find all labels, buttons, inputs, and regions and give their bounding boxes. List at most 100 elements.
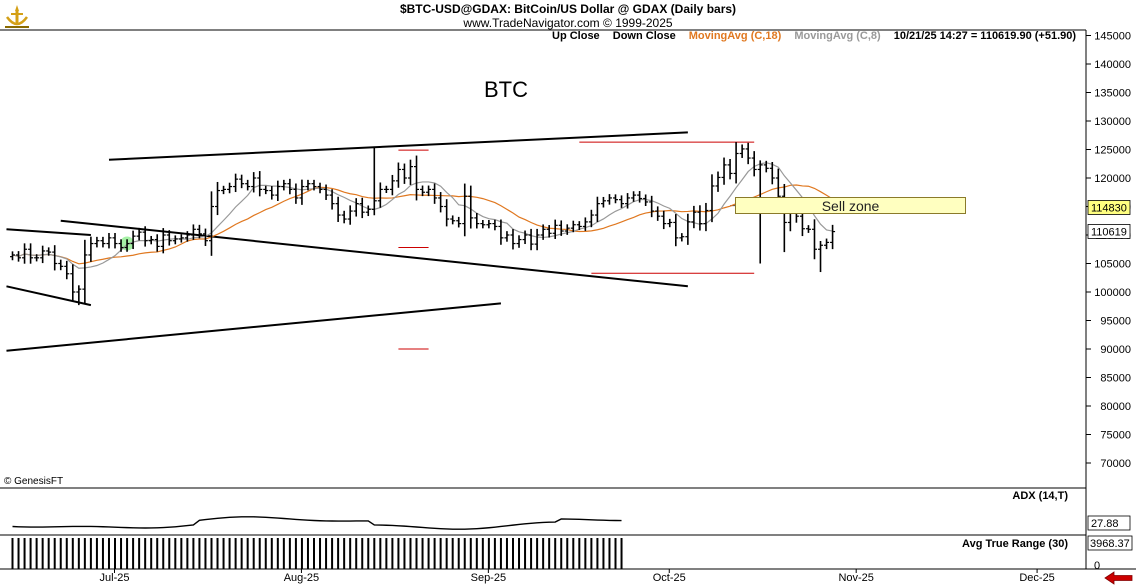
price-bar	[40, 245, 46, 264]
price-label-box	[1087, 224, 1131, 239]
trendline-3	[108, 131, 688, 161]
y-tick-label: 135000	[1094, 88, 1131, 100]
y-tick-label: 140000	[1094, 59, 1131, 71]
price-bar	[46, 247, 52, 256]
price-bar	[637, 191, 643, 203]
price-bar	[293, 183, 299, 204]
price-bar	[154, 234, 160, 252]
price-bar	[365, 205, 371, 217]
price-bar	[534, 228, 540, 251]
price-bar	[148, 235, 154, 245]
price-bar	[691, 205, 697, 229]
price-bar	[540, 224, 546, 240]
price-bar	[160, 228, 166, 254]
price-bar	[619, 195, 625, 208]
price-bar	[70, 264, 76, 302]
price-bar	[564, 224, 570, 235]
price-bar	[263, 185, 269, 195]
atr-value-box	[1087, 535, 1133, 551]
atr-label: Avg True Range (30)	[962, 538, 1068, 550]
sell-zone-box: Sell zone	[735, 197, 966, 214]
price-bar	[444, 199, 450, 227]
price-bar	[317, 182, 323, 194]
price-bar	[667, 218, 673, 228]
price-bar	[811, 219, 817, 260]
chart-header-title: $BTC-USD@GDAX: BitCoin/US Dollar @ GDAX …	[399, 2, 737, 16]
price-bar	[275, 180, 281, 201]
price-bar	[818, 241, 824, 273]
price-bar	[251, 172, 257, 193]
price-bar	[371, 146, 377, 216]
price-bar	[142, 226, 148, 247]
price-bar	[715, 171, 721, 192]
price-bar	[269, 186, 275, 200]
y-tick-label: 120000	[1094, 173, 1131, 185]
price-bar	[824, 238, 830, 250]
price-bar	[426, 185, 432, 197]
price-bar	[432, 183, 438, 204]
price-bar	[739, 144, 745, 158]
price-bar	[22, 243, 28, 264]
price-bar	[643, 194, 649, 206]
price-bar	[606, 194, 612, 205]
price-bar	[805, 225, 811, 233]
price-bar	[625, 193, 631, 209]
x-tick-label: Aug-25	[284, 572, 319, 584]
price-bar	[552, 219, 558, 239]
y-tick-label: 70000	[1100, 458, 1131, 470]
adx-line	[12, 516, 622, 530]
price-bar	[76, 285, 82, 306]
trendline-0	[6, 228, 91, 236]
adx-value: 27.88	[1091, 518, 1119, 530]
price-bar	[395, 162, 401, 188]
price-label: 110619	[1091, 226, 1127, 238]
y-tick-label: 95000	[1100, 316, 1131, 328]
price-bar	[733, 142, 739, 184]
price-bar	[329, 189, 335, 210]
price-label: 114830	[1091, 202, 1127, 214]
price-bar	[570, 220, 576, 233]
price-bar	[673, 214, 679, 247]
price-bar	[655, 206, 661, 221]
price-bar	[450, 215, 456, 225]
legend-down-close: Down Close	[612, 30, 676, 42]
price-bar	[504, 231, 510, 242]
price-bar	[546, 225, 552, 238]
y-tick-label: 145000	[1094, 31, 1131, 43]
price-bar	[414, 155, 420, 201]
price-bar	[136, 227, 142, 241]
price-bar	[727, 158, 733, 180]
price-bar	[239, 174, 245, 189]
price-bar	[685, 213, 691, 245]
copyright-label: © GenesisFT	[4, 476, 64, 487]
price-bar	[558, 220, 564, 236]
price-bar	[510, 229, 516, 250]
legend-ma18: MovingAvg (C,18)	[688, 30, 782, 42]
price-bar	[257, 171, 263, 197]
price-bar	[118, 239, 124, 252]
price-bar	[52, 245, 58, 271]
x-tick-label: Dec-25	[1019, 572, 1054, 584]
price-bar	[106, 232, 112, 249]
scroll-left-arrow-icon[interactable]	[1104, 571, 1134, 585]
legend-up-close: Up Close	[552, 30, 600, 42]
price-bar	[522, 230, 528, 245]
adx-value-box	[1087, 515, 1131, 531]
price-bar	[721, 157, 727, 185]
price-bar	[480, 220, 486, 229]
price-bar	[588, 209, 594, 228]
price-bar	[166, 230, 172, 246]
price-bar	[196, 224, 202, 239]
price-bar	[486, 220, 492, 229]
price-bar	[745, 142, 751, 165]
chart-header-copyright: www.TradeNavigator.com © 1999-2025	[463, 16, 673, 30]
y-tick-label: 100000	[1094, 287, 1131, 299]
price-bar	[245, 179, 251, 191]
price-bar	[697, 205, 703, 231]
price-bar	[703, 202, 709, 232]
chart-legend: Up Close Down Close MovingAvg (C,18) Mov…	[552, 30, 1086, 42]
price-bar	[341, 210, 347, 224]
atr-zero-label: 0	[1094, 560, 1100, 572]
price-bar	[130, 230, 136, 250]
price-bar	[528, 228, 534, 251]
